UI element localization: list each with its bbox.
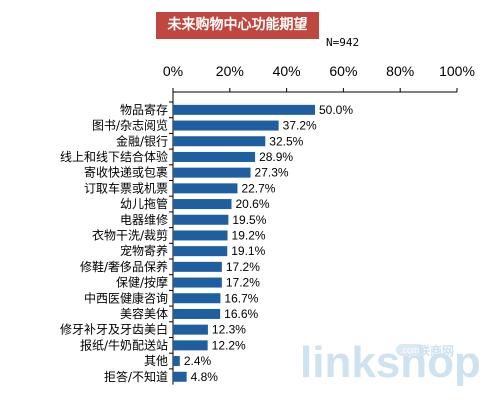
bar [173, 120, 279, 131]
bar [173, 199, 232, 210]
category-label: 修牙补牙及牙齿美白 [60, 322, 168, 337]
bar [173, 183, 238, 194]
data-label: 19.5% [232, 213, 266, 227]
category-label: 保健/按摩 [116, 275, 168, 290]
x-tick-label: 60% [329, 63, 357, 79]
category-label: 其他 [144, 354, 168, 368]
data-label: 19.2% [232, 228, 266, 242]
category-label: 报纸/牛奶配送站 [80, 337, 168, 352]
category-label: 寄收快递或包裹 [84, 165, 168, 180]
category-label: 衣物干洗/裁剪 [92, 227, 168, 242]
category-label: 物品寄存 [120, 102, 168, 117]
category-label: 美容美体 [120, 306, 168, 321]
bar [173, 104, 315, 115]
data-label: 2.4% [184, 354, 212, 368]
x-tick-label: 80% [386, 63, 414, 79]
data-label: 22.7% [241, 181, 275, 195]
data-label: 4.8% [191, 370, 219, 384]
data-label: 20.6% [236, 197, 270, 211]
category-label: 宠物寄养 [120, 243, 168, 258]
bar [173, 277, 222, 288]
category-label: 电器维修 [120, 212, 168, 227]
data-label: 27.3% [255, 166, 289, 180]
bar [173, 214, 229, 225]
data-label: 37.2% [283, 119, 317, 133]
bar [173, 151, 256, 162]
watermark-com: .com [396, 344, 424, 356]
bar [173, 371, 187, 382]
x-tick-label: 40% [273, 63, 301, 79]
bar [173, 136, 266, 147]
data-label: 16.6% [224, 307, 258, 321]
category-label: 线上和线下结合体验 [60, 149, 168, 164]
category-label: 拒答/不知道 [104, 369, 168, 384]
category-label: 修鞋/奢侈品保养 [80, 259, 168, 274]
data-label: 16.7% [224, 291, 258, 305]
bar [173, 246, 228, 257]
data-label: 17.2% [226, 276, 260, 290]
data-label: 12.3% [212, 323, 246, 337]
bar [173, 340, 208, 351]
bar [173, 356, 180, 367]
chart-title: 未来购物中心功能期望 [156, 12, 319, 39]
watermark-cn: 联商网 [418, 344, 455, 358]
data-label: 28.9% [259, 150, 293, 164]
watermark: linkshop .com 联商网 [300, 338, 481, 388]
bar [173, 308, 221, 319]
data-label: 12.2% [212, 338, 246, 352]
bar [173, 261, 222, 272]
data-label: 19.1% [231, 244, 265, 258]
data-label: 32.5% [269, 134, 303, 148]
category-label: 幼儿拖管 [120, 196, 168, 211]
bar [173, 230, 228, 241]
bar [173, 293, 221, 304]
x-tick-label: 100% [439, 63, 475, 79]
category-label: 中西医健康咨询 [84, 290, 168, 305]
watermark-logo-text: linkshop [300, 338, 481, 387]
x-tick-label: 0% [163, 63, 183, 79]
data-label: 50.0% [319, 103, 353, 117]
category-label: 图书/杂志阅览 [92, 118, 168, 133]
bar [173, 324, 208, 335]
category-label: 金融/银行 [116, 133, 168, 148]
data-label: 17.2% [226, 260, 260, 274]
bar [173, 167, 251, 178]
x-tick-label: 20% [216, 63, 244, 79]
sample-size-note: N=942 [326, 36, 360, 49]
category-label: 订取车票或机票 [84, 180, 168, 195]
